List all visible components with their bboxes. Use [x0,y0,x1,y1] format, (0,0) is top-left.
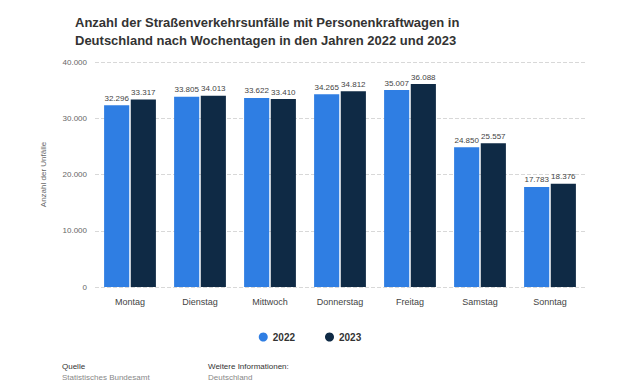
svg-text:Mittwoch: Mittwoch [252,297,288,307]
svg-text:34.812: 34.812 [341,80,366,89]
svg-text:18.376: 18.376 [551,172,576,181]
svg-text:17.783: 17.783 [524,175,549,184]
svg-text:10.000: 10.000 [63,226,88,235]
svg-text:33.622: 33.622 [244,86,269,95]
svg-text:Weitere Informationen:: Weitere Informationen: [208,362,289,371]
svg-text:33.410: 33.410 [271,88,296,97]
svg-text:Quelle: Quelle [62,362,86,371]
svg-text:Samstag: Samstag [462,297,498,307]
svg-text:Montag: Montag [115,297,145,307]
svg-text:36.088: 36.088 [411,73,436,82]
svg-text:35.007: 35.007 [384,79,409,88]
svg-text:24.850: 24.850 [454,136,479,145]
svg-text:33.805: 33.805 [174,85,199,94]
svg-text:32.296: 32.296 [104,94,129,103]
svg-text:Anzahl der Straßenverkehrsunfä: Anzahl der Straßenverkehrsunfälle mit Pe… [75,15,463,30]
svg-text:Deutschland nach Wochentagen i: Deutschland nach Wochentagen in den Jahr… [75,33,456,48]
svg-text:Donnerstag: Donnerstag [317,297,364,307]
svg-text:0: 0 [83,283,88,292]
svg-text:Statistisches Bundesamt: Statistisches Bundesamt [62,373,150,382]
svg-text:2023: 2023 [339,332,362,343]
svg-text:Dienstag: Dienstag [182,297,218,307]
svg-text:Freitag: Freitag [396,297,424,307]
svg-text:33.317: 33.317 [131,88,156,97]
svg-text:34.265: 34.265 [314,83,339,92]
svg-text:25.557: 25.557 [481,132,506,141]
svg-text:40.000: 40.000 [63,58,88,67]
svg-text:Deutschland: Deutschland [208,373,252,382]
svg-text:20.000: 20.000 [63,170,88,179]
svg-text:Sonntag: Sonntag [533,297,567,307]
svg-text:30.000: 30.000 [63,114,88,123]
svg-text:2022: 2022 [273,332,296,343]
svg-text:Anzahl der Unfälle: Anzahl der Unfälle [39,141,48,207]
svg-text:34.013: 34.013 [201,84,226,93]
